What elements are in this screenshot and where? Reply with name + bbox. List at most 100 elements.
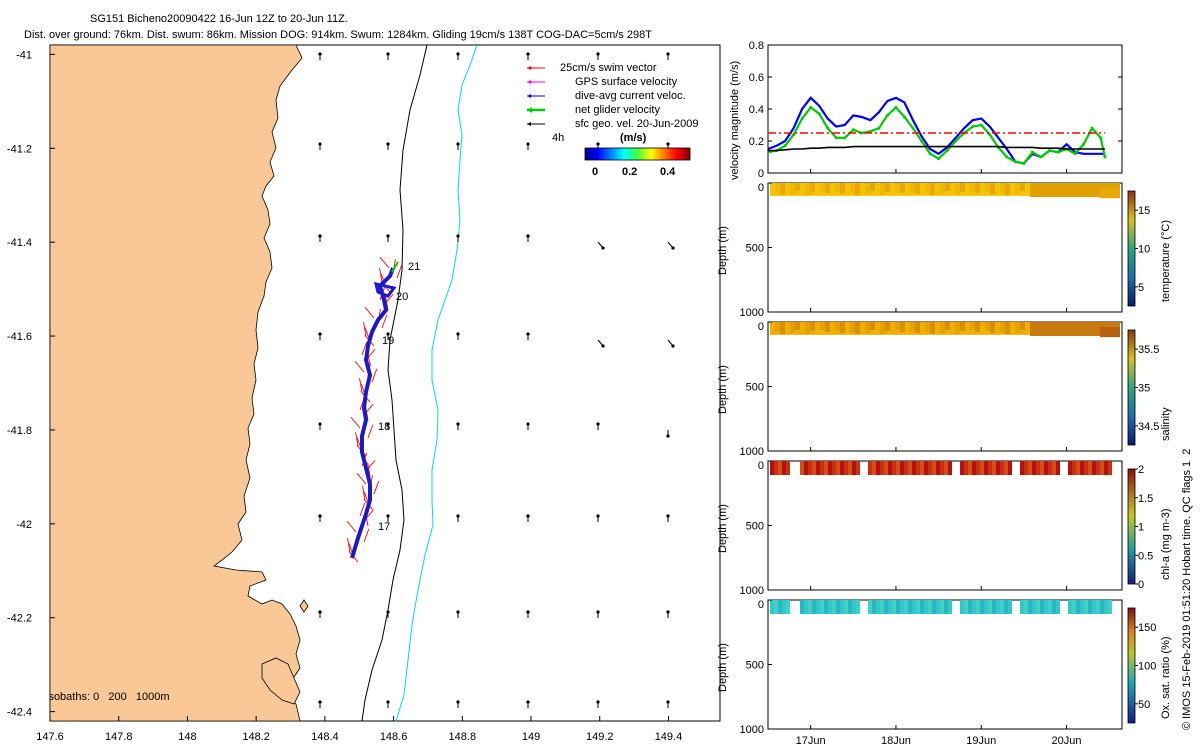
imos-side-note: © IMOS 15-Feb-2019 01:51:20 Hobart time.… [1181, 449, 1193, 730]
depth-data-cast [1000, 461, 1004, 475]
net-velocity-point [809, 105, 813, 109]
sfc-vector-head [318, 234, 322, 238]
depth-data-cast [782, 461, 786, 475]
depth-data-cast [980, 183, 985, 195]
day-label-19: 19 [382, 335, 394, 347]
sfc-vector-head [671, 246, 675, 250]
swim-vector [355, 432, 359, 447]
cbar-tick-label: 1 [1138, 522, 1144, 534]
sfc-vector-head [386, 332, 390, 336]
depth-data-cast [885, 322, 890, 331]
depth-data-cast [1008, 461, 1012, 475]
map-ytick-label: -41.2 [7, 143, 32, 155]
legend-4h: 4h [552, 132, 564, 144]
depth-panel-2: 0 500 1000 Depth (m) 35.5 35 34.5 salinity [717, 321, 1172, 458]
depth-data-cast [960, 183, 965, 192]
depth-data-cast [785, 322, 790, 331]
depth-data-cast [980, 600, 984, 614]
date-axis: 17Jun 18Jun 19Jun 20Jun [796, 169, 1082, 747]
depth-data-cast [868, 600, 872, 614]
net-velocity-point [1103, 155, 1107, 159]
depth-data-cast [1068, 461, 1072, 475]
depth-data-cast [950, 322, 955, 332]
sfc-vector-head [666, 700, 670, 704]
depth-data-cast [964, 461, 968, 475]
swim-vector [363, 528, 370, 543]
header-line2: Dist. over ground: 76km. Dist. swum: 86k… [24, 29, 652, 41]
day-label-21: 21 [408, 261, 420, 273]
depth-data-cast [876, 461, 880, 475]
swim-vector [367, 462, 371, 477]
depth-data-cast [1020, 461, 1024, 475]
depth-data-cast [790, 183, 795, 194]
depth-data-cast [970, 183, 975, 191]
depth-data-cast [1080, 600, 1084, 614]
net-velocity-point [1039, 155, 1043, 159]
depth-data-tail [1030, 183, 1120, 197]
velocity-ytick-label: 0.6 [749, 72, 764, 84]
depth-data-cast [778, 461, 782, 475]
depth-data-cast [830, 183, 835, 195]
net-velocity-point [945, 149, 949, 153]
depth-data-cast [790, 322, 795, 333]
depth-data-cast [780, 322, 785, 334]
depth-data-cast [835, 322, 840, 331]
depth-data-cast [815, 322, 820, 333]
depth-data-cast [992, 600, 996, 614]
sfc-vector-head [318, 610, 322, 614]
day-label-20: 20 [396, 291, 408, 303]
depth-data-cast [912, 600, 916, 614]
depth-ytick-label: 1000 [740, 307, 764, 319]
depth-data-cast [1100, 600, 1104, 614]
net-velocity-point [877, 126, 881, 130]
depth-data-cast [915, 322, 920, 333]
depth-data-cast [1015, 322, 1020, 333]
depth-data-cast [916, 461, 920, 475]
depth-data-cast [1024, 461, 1028, 475]
depth-data-cast [932, 461, 936, 475]
depth-data-cast [1036, 461, 1040, 475]
net-velocity-point [928, 152, 932, 156]
depth-data-cast [1100, 461, 1104, 475]
depth-data-cast [1104, 600, 1108, 614]
header-line1: SG151 Bicheno20090422 16-Jun 12Z to 20-J… [90, 13, 348, 25]
depth-data-cast [770, 461, 774, 475]
depth-data-cast [925, 183, 930, 193]
depth-data-cast [996, 600, 1000, 614]
depth-data-cast [865, 322, 870, 333]
sfc-geo-vectors [318, 52, 675, 708]
depth-data-cast [984, 461, 988, 475]
sfc-vector-head [596, 514, 600, 518]
sfc-vector-head [596, 700, 600, 704]
depth-data-cast [810, 322, 815, 331]
depth-data-tail-deep [1100, 327, 1120, 338]
depth-data-cast [1028, 461, 1032, 475]
depth-data-cast [855, 183, 860, 195]
depth-data-cast [775, 183, 780, 193]
date-tick-label: 19Jun [966, 735, 996, 747]
depth-ylabel: Depth (m) [717, 504, 729, 553]
depth-data-cast [800, 461, 804, 475]
depth-data-cast [1076, 600, 1080, 614]
depth-data-cast [1025, 322, 1030, 332]
depth-data-cast [916, 600, 920, 614]
depth-data-cast [1088, 600, 1092, 614]
depth-panel-4: 0 500 1000 Depth (m) 150 100 50 Ox. sat. ratio … [717, 599, 1172, 736]
sfc-vector-head [386, 422, 390, 426]
velocity-ytick-label: 0.4 [749, 104, 764, 116]
depth-data-cast [988, 461, 992, 475]
depth-data-tail [1030, 322, 1120, 336]
cbar-tick-label: 34.5 [1138, 421, 1159, 433]
depth-data-cast [905, 183, 910, 195]
depth-data-cast [816, 600, 820, 614]
velocity-ylabel: velocity magnitude (m/s) [729, 61, 741, 180]
depth-colorbar [1127, 190, 1136, 307]
swim-vector [364, 306, 375, 319]
depth-data-cast [848, 600, 852, 614]
depth-data-cast [948, 461, 952, 475]
depth-data-cast [920, 183, 925, 191]
depth-data-cast [1048, 461, 1052, 475]
depth-ylabel: Depth (m) [717, 226, 729, 275]
map-xtick-label: 149.4 [655, 731, 683, 743]
net-velocity-point [834, 136, 838, 140]
